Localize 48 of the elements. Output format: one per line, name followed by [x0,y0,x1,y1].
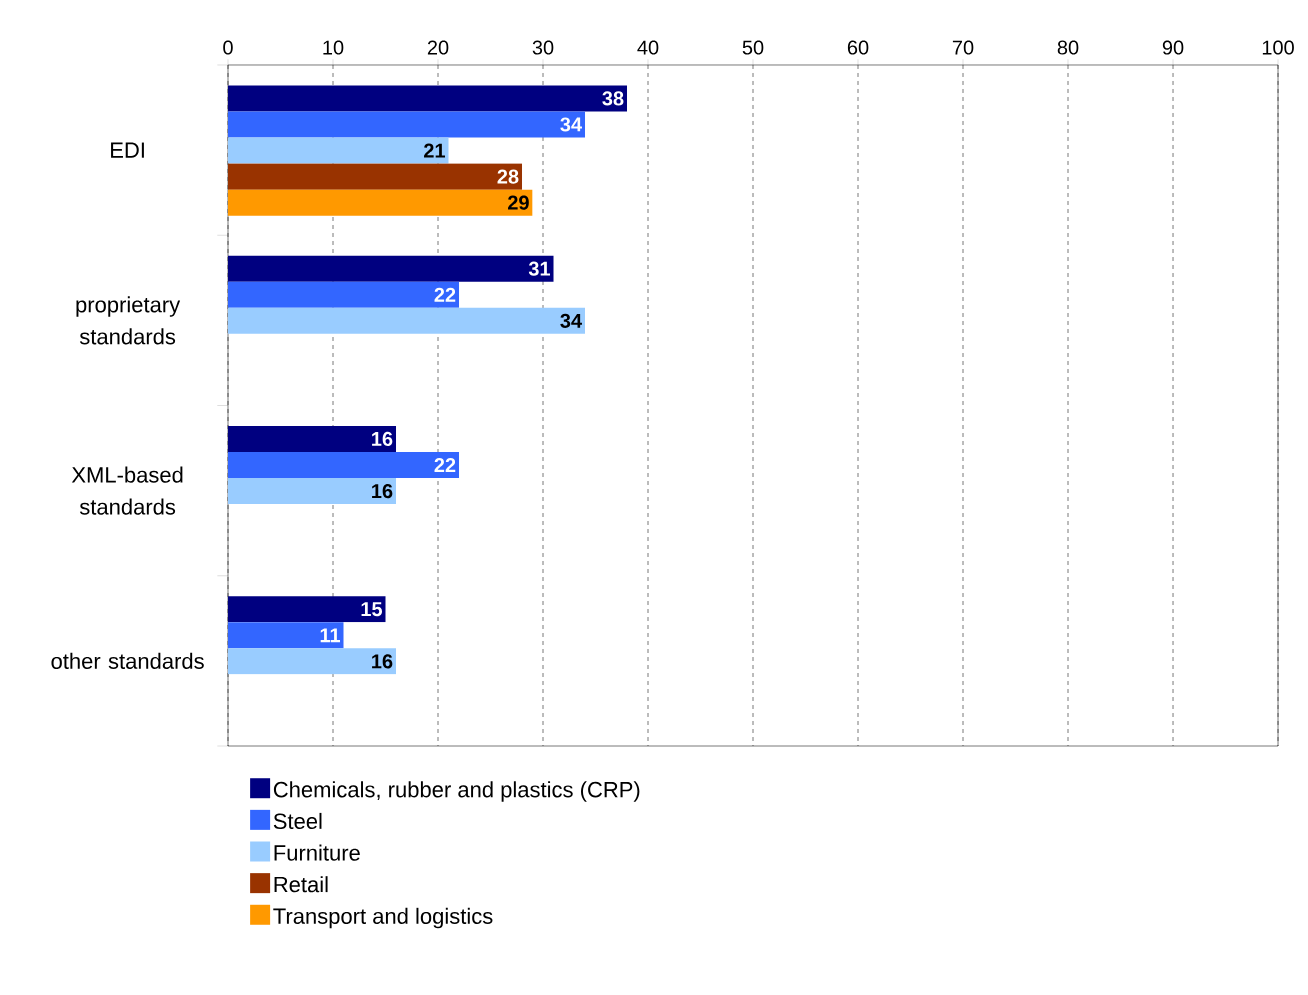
y-tick-label: EDI [111,142,144,158]
x-tick-label: 60 [847,40,869,55]
bar [228,425,397,452]
y-tick-label: other standards [51,652,204,669]
data-label: 16 [372,483,393,499]
data-label: 38 [602,91,624,106]
legend-label: Steel [273,812,322,830]
data-label: 22 [434,287,456,302]
bar [228,255,554,282]
bar [228,137,449,164]
x-tick-label: 40 [637,40,659,55]
data-label: 31 [528,261,551,276]
x-tick-label: 50 [742,40,764,55]
bar [228,307,586,334]
x-tick-label: 100 [1262,40,1294,55]
x-tick-label: 70 [952,40,974,55]
x-tick-label: 30 [532,40,554,55]
data-label: 16 [372,431,393,447]
bar [228,189,533,216]
data-label: 22 [434,458,456,472]
legend-label: Transport and logistics [273,907,493,929]
data-label: 11 [320,628,341,643]
data-label: 29 [508,195,529,210]
x-tick-label: 20 [427,40,449,55]
legend-label: Furniture [274,844,360,861]
bar [228,596,386,623]
legend-label: Retail [274,876,328,893]
data-label: 21 [424,143,446,158]
bar [228,451,460,479]
bar [228,478,397,505]
bar [228,163,523,190]
x-tick-label: 0 [223,40,233,55]
bar [228,85,628,112]
legend-label: Chemicals, rubber and plastics (CRP) [273,781,640,802]
y-tick-label: proprietary standards [76,296,181,345]
data-label: 15 [361,602,383,617]
bar [228,111,586,138]
bar [228,648,397,675]
data-label: 34 [560,313,582,328]
data-label: 28 [497,169,519,184]
x-tick-label: 10 [323,40,344,55]
data-label: 16 [372,654,393,669]
x-tick-label: 80 [1057,40,1079,55]
y-tick-label: XML-based standards [71,466,183,515]
data-label: 34 [560,117,582,132]
x-tick-label: 90 [1162,40,1184,55]
bar [228,622,344,649]
bar [228,281,460,308]
